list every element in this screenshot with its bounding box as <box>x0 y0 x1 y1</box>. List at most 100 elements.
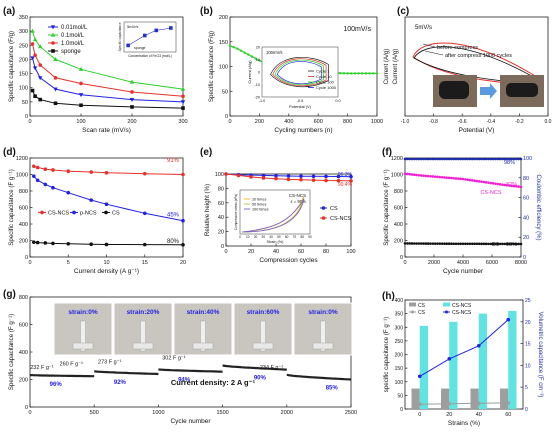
series-label: after compress 1000 cycles <box>445 53 512 59</box>
data-point <box>519 185 523 189</box>
x-tick-label: 100 <box>76 119 85 125</box>
data-point <box>459 177 462 181</box>
data-point <box>491 157 495 161</box>
data-point <box>468 157 472 161</box>
data-point <box>466 242 469 246</box>
data-point <box>487 157 490 161</box>
y2-tick-label: 100 <box>523 156 532 162</box>
data-point <box>512 157 516 161</box>
legend-marker <box>321 216 326 220</box>
data-point <box>30 28 35 33</box>
x-tick-label: 1500 <box>216 410 228 416</box>
x-tick-label: 0 <box>28 260 31 266</box>
data-point <box>508 242 511 246</box>
y-tick-label: 100 <box>215 172 224 178</box>
data-point <box>473 157 476 161</box>
data-point <box>247 53 250 56</box>
data-point <box>429 242 432 245</box>
data-point <box>506 401 511 405</box>
x-tick-label: 0 <box>28 119 31 125</box>
inset-y-tick: -20 <box>255 96 261 100</box>
data-point <box>53 57 58 62</box>
y-tick-label: 200 <box>394 239 403 245</box>
data-point <box>181 172 185 177</box>
data-point <box>33 53 37 57</box>
data-point <box>482 242 486 246</box>
data-point <box>461 242 465 246</box>
data-point <box>417 173 421 177</box>
retention-label: 90.4% <box>338 182 353 188</box>
y2-tick-label: 60 <box>523 196 529 202</box>
data-point <box>403 172 407 175</box>
legend-label: CS <box>418 303 426 309</box>
data-point <box>104 171 109 175</box>
y2-tick-label: 80 <box>523 176 529 182</box>
data-point <box>239 49 243 52</box>
data-point <box>32 164 36 169</box>
data-point <box>142 211 147 216</box>
legend-marker <box>40 210 44 215</box>
sample-shape <box>200 320 206 352</box>
y-tick-label: 400 <box>394 222 403 228</box>
data-point <box>422 174 425 177</box>
y-axis-label: Specific capacitance (F/g) <box>208 31 215 102</box>
series-line <box>419 402 509 405</box>
bar <box>499 388 509 409</box>
data-point <box>433 175 437 178</box>
data-point <box>436 157 439 161</box>
x-tick-label: 8000 <box>515 260 527 266</box>
x-axis-label: Potential (V) <box>459 127 495 134</box>
data-point <box>51 241 55 246</box>
data-point <box>473 179 476 182</box>
sample-shape <box>80 320 86 352</box>
data-point <box>445 242 449 246</box>
data-point <box>336 178 341 183</box>
label-pointer <box>422 43 436 48</box>
y-tick-label: 50 <box>397 393 403 399</box>
legend-label: CS <box>418 310 426 316</box>
x-tick-label: 60 <box>298 249 304 255</box>
x-tick-label: 40 <box>273 249 279 255</box>
data-point <box>372 72 375 75</box>
y-tick-label: 1000 <box>16 173 28 179</box>
inset-stress-curve <box>241 198 305 233</box>
data-point <box>450 242 453 246</box>
data-point <box>32 37 38 42</box>
y-tick-label: 800 <box>19 189 28 195</box>
strain-label: strain:20% <box>127 309 160 316</box>
data-point <box>403 242 407 245</box>
data-point <box>468 178 472 182</box>
data-point <box>501 157 504 161</box>
data-point <box>510 242 514 246</box>
y-axis-label: Specific capacitance (F g⁻¹) <box>8 314 15 391</box>
inset-point <box>143 33 147 38</box>
y-tick-label: 200 <box>219 15 228 21</box>
y-tick-label: 0 <box>400 407 403 413</box>
sample-shape <box>140 320 146 352</box>
series-line <box>419 319 509 377</box>
data-point <box>364 72 368 75</box>
series-line <box>32 57 184 103</box>
data-point <box>496 242 500 246</box>
panel-d: (d)0 5 10 15 20020040060080010001200Current … <box>3 147 186 275</box>
data-point <box>261 176 266 180</box>
data-point <box>274 176 278 181</box>
y2-tick-label: 40 <box>523 215 529 221</box>
data-point <box>424 174 428 178</box>
annotation: 100mV/s <box>343 26 371 33</box>
series-line <box>29 374 95 378</box>
y-tick-label: 100 <box>219 65 228 71</box>
data-point <box>35 178 40 183</box>
data-point <box>417 374 422 379</box>
data-point <box>515 157 518 161</box>
data-point <box>181 218 185 223</box>
x-tick-label: 6000 <box>486 260 498 266</box>
data-point <box>258 59 261 62</box>
data-point <box>482 157 486 161</box>
data-point <box>142 171 147 176</box>
inset-x-label: Strain (%) <box>267 240 285 244</box>
data-point <box>350 72 353 75</box>
data-point <box>410 157 414 161</box>
inset-x-label: Potential (V) <box>289 104 312 109</box>
